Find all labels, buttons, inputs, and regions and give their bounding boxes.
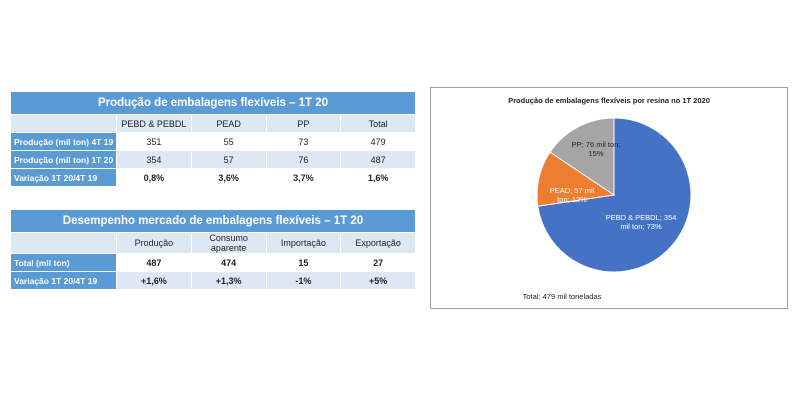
slice-data-label: PP; 76 mil ton; 15% [572,140,621,158]
table-row: Produção (mil ton) 4T 19 351 55 73 479 [10,132,416,151]
table-row: Total (mil ton) 487 474 15 27 [10,253,416,272]
table2-header: Produção [116,232,192,254]
table2-corner [10,232,117,254]
table-cell: 351 [116,132,192,151]
row-label: Produção (mil ton) 1T 20 [10,150,117,169]
chart-title: Produção de embalagens flexíveis por res… [508,96,710,105]
table-cell: 474 [190,253,267,272]
table-cell: +5% [340,271,416,290]
table2-header: Exportação [340,232,416,254]
table-row: Produção (mil ton) 1T 20 354 57 76 487 [10,150,416,169]
slice-data-label: PEBD & PEBDL; 354 mil ton; 73% [606,213,677,231]
chart-footer: Total: 479 mil toneladas [523,292,602,301]
row-label: Variação 1T 20/4T 19 [10,271,117,290]
table-cell: 55 [190,132,267,151]
table1-header: PEBD & PEBDL [116,114,192,133]
table1-corner [10,114,117,133]
row-label: Total (mil ton) [10,253,117,272]
table-cell: +1,6% [116,271,192,290]
market-performance-table: Desempenho mercado de embalagens flexíve… [10,209,416,290]
table-row: Variação 1T 20/4T 19 +1,6% +1,3% -1% +5% [10,271,416,290]
table-cell: 15 [265,253,342,272]
table1-title: Produção de embalagens flexíveis – 1T 20 [10,91,416,115]
table-cell: 1,6% [340,168,416,187]
table1-header: PEAD [190,114,267,133]
table-cell: 487 [116,253,192,272]
row-label: Variação 1T 20/4T 19 [10,168,117,187]
pie-chart-panel: Produção de embalagens flexíveis por res… [430,87,788,309]
table-row: Variação 1T 20/4T 19 0,8% 3,6% 3,7% 1,6% [10,168,416,187]
table-cell: 487 [340,150,416,169]
row-label: Produção (mil ton) 4T 19 [10,132,117,151]
table-cell: 73 [265,132,342,151]
slice-pp [549,117,615,196]
table-cell: 27 [340,253,416,272]
table-cell: 57 [190,150,267,169]
slice-data-label: PEAD; 57 mil ton; 12% [550,186,595,204]
table-cell: 0,8% [116,168,192,187]
pie-chart: Produção de embalagens flexíveis por res… [508,96,710,301]
table1-header: Total [340,114,416,133]
table-cell: 479 [340,132,416,151]
table-cell: 76 [265,150,342,169]
table-cell: 3,6% [190,168,267,187]
resin-production-table: Produção de embalagens flexíveis – 1T 20… [10,91,416,187]
table-cell: 3,7% [265,168,342,187]
table2-title: Desempenho mercado de embalagens flexíve… [10,209,416,233]
table2-header: Importação [265,232,342,254]
table1-header: PP [265,114,342,133]
table-cell: +1,3% [190,271,267,290]
table-cell: -1% [265,271,342,290]
table-cell: 354 [116,150,192,169]
table2-header: Consumo aparente [190,232,267,254]
